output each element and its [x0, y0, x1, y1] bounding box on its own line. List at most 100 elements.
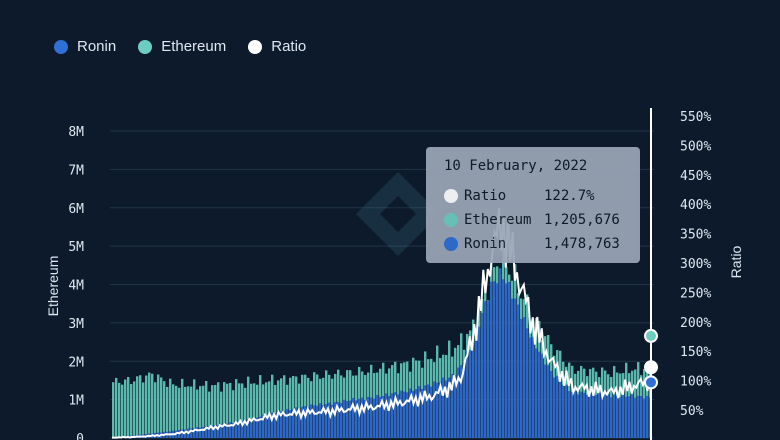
ethereum-bar [229, 382, 232, 438]
tooltip-row-ratio: Ratio 122.7% [444, 184, 640, 208]
ethereum-bar [241, 383, 244, 438]
ethereum-bar [217, 382, 220, 438]
ronin-bar [535, 348, 538, 438]
ronin-bar [298, 408, 301, 438]
ronin-bar [352, 397, 355, 438]
ronin-bar [469, 350, 472, 438]
ronin-bar [622, 394, 625, 438]
ronin-bar [367, 396, 370, 438]
ronin-bar [568, 391, 571, 438]
ethereum-bar [259, 375, 262, 438]
ronin-bar [226, 423, 229, 438]
ronin-bar [511, 298, 514, 438]
ronin-bar [463, 363, 466, 438]
ronin-bar [271, 412, 274, 438]
ronin-bar [421, 388, 424, 438]
ronin-bar [601, 396, 604, 438]
ronin-bar [526, 328, 529, 438]
ethereum-bar [283, 375, 286, 438]
ronin-bar [250, 419, 253, 438]
ethereum-bar [172, 384, 175, 438]
ronin-bar [301, 406, 304, 438]
ethereum-bar [142, 382, 145, 438]
ronin-bar [634, 397, 637, 438]
ronin-bar [577, 394, 580, 438]
ronin-bar [574, 390, 577, 438]
ronin-bar [643, 398, 646, 438]
ronin-bar [571, 391, 574, 438]
ronin-bar [436, 382, 439, 438]
ronin-bar [514, 298, 517, 438]
y-tick-label: 3M [68, 317, 84, 332]
ethereum-bar [184, 386, 187, 438]
ethereum-bar [238, 383, 241, 438]
ethereum-marker [644, 328, 658, 343]
ronin-bar [529, 337, 532, 438]
ronin-bar [415, 389, 418, 438]
ronin-bar [418, 386, 421, 438]
ronin-bar [265, 415, 268, 438]
legend-item-ronin[interactable]: Ronin [54, 38, 116, 55]
ronin-bar [319, 403, 322, 438]
ethereum-bar [133, 381, 136, 438]
ethereum-bar [268, 381, 271, 438]
ronin-bar [457, 367, 460, 438]
ronin-bar [628, 396, 631, 438]
legend-item-ethereum[interactable]: Ethereum [138, 38, 226, 55]
ethereum-bar [235, 379, 238, 438]
y2-tick-label: 550% [680, 110, 711, 125]
ethereum-bar [196, 389, 199, 438]
ethereum-bar [136, 376, 139, 438]
ronin-bar [286, 408, 289, 438]
ethereum-bar [313, 372, 316, 438]
ethereum-bar [166, 386, 169, 438]
ronin-bar [520, 318, 523, 438]
ethereum-dot-icon [138, 39, 153, 54]
ronin-bar [289, 410, 292, 438]
ethereum-bar [154, 382, 157, 438]
ethereum-bar [211, 385, 214, 438]
ronin-bar [493, 281, 496, 438]
tooltip-value: 122.7% [544, 188, 595, 204]
y-tick-label: 7M [68, 163, 84, 178]
ethereum-bar [121, 384, 124, 438]
ronin-bar [460, 364, 463, 438]
ronin-bar [505, 283, 508, 438]
ronin-bar [640, 395, 643, 438]
ronin-bar [205, 426, 208, 438]
ronin-bar [235, 421, 238, 438]
bar-series [112, 242, 652, 438]
ronin-bar [346, 400, 349, 438]
ethereum-bar [232, 390, 235, 438]
ronin-bar [586, 394, 589, 438]
ethereum-bar [151, 373, 154, 438]
tooltip-value: 1,478,763 [544, 236, 620, 252]
ronin-bar [256, 417, 259, 438]
ethereum-bar [178, 387, 181, 438]
y-tick-label: 5M [68, 240, 84, 255]
y-tick-label: 8M [68, 125, 84, 140]
ronin-bar [484, 301, 487, 438]
ronin-bar [553, 377, 556, 438]
y-tick-label: 1M [68, 394, 84, 409]
ronin-bar [382, 396, 385, 438]
legend: Ronin Ethereum Ratio [54, 38, 306, 55]
y-axis-ticks: 0 1M 2M 3M 4M 5M 6M 7M 8M [68, 125, 84, 440]
ronin-bar [646, 395, 649, 438]
ethereum-bar [292, 376, 295, 438]
ethereum-bar [220, 391, 223, 438]
ronin-bar [313, 405, 316, 438]
ronin-bar [442, 377, 445, 438]
ronin-bar [238, 420, 241, 438]
ethereum-bar [148, 372, 151, 438]
ethereum-bar [130, 384, 133, 438]
ronin-bar [232, 422, 235, 438]
ronin-bar [259, 416, 262, 438]
ratio-dot-icon [248, 39, 263, 54]
ronin-bar [472, 343, 475, 438]
ronin-bar [589, 392, 592, 438]
ethereum-bar [124, 379, 127, 438]
legend-item-ratio[interactable]: Ratio [248, 38, 306, 55]
y2-tick-label: 350% [680, 228, 711, 243]
ronin-bar [412, 390, 415, 438]
